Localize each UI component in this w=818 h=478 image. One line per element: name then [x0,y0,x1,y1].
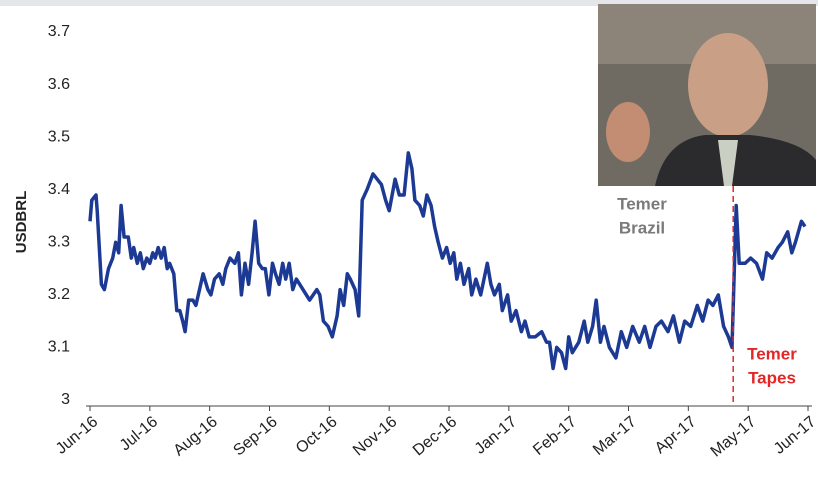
y-tick-label: 3.7 [48,23,70,40]
x-tick-label: Jan-17 [472,413,520,458]
y-axis-label: USDBRL [13,191,30,254]
y-tick-label: 3.3 [48,234,70,251]
x-tick-label: Aug-16 [170,413,221,459]
x-tick-label: Jun-16 [53,413,101,458]
x-tick-label: Jun-17 [771,413,818,458]
x-tick-label: Feb-17 [530,413,580,459]
top-strip [0,0,818,6]
y-tick-label: 3 [61,391,70,408]
x-tick-label: Jul-16 [117,413,161,454]
y-tick-label: 3.4 [48,181,70,198]
y-tick-label: 3.6 [48,76,70,93]
line-series [88,151,807,371]
x-tick-label: Apr-17 [652,413,700,457]
x-tick-label: Sep-16 [230,413,281,459]
annotation: Tapes [748,368,796,387]
x-tick-label: Dec-16 [410,413,461,459]
x-tick-label: Mar-17 [590,413,640,459]
y-tick-label: 3.1 [48,339,70,356]
y-tick-label: 3.2 [48,286,70,303]
annotation: Brazil [619,218,665,237]
x-tick-label: Nov-16 [350,413,401,459]
x-tick-label: May-17 [708,413,760,460]
annotation: Temer [747,344,797,363]
x-tick-label: Oct-16 [293,413,341,457]
photo [598,4,816,186]
annotation: Temer [617,194,667,213]
y-tick-label: 3.5 [48,128,70,145]
